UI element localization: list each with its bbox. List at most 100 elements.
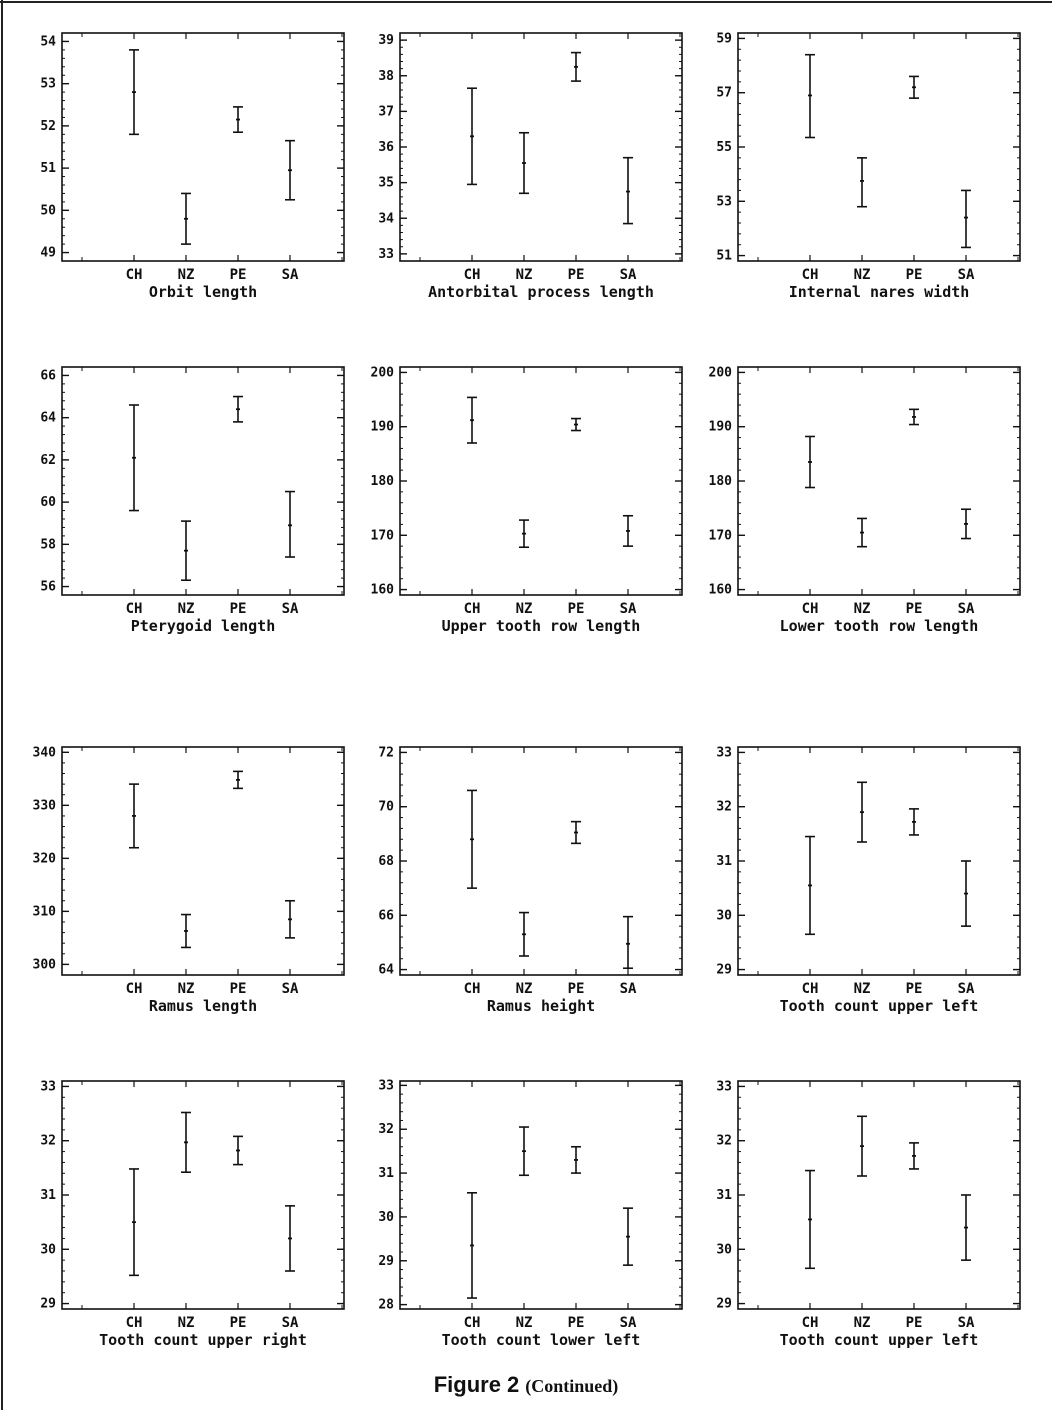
x-category-label: CH bbox=[802, 981, 819, 997]
x-category-label: CH bbox=[464, 981, 481, 997]
y-tick-label: 32 bbox=[40, 1134, 56, 1149]
y-tick-label: 56 bbox=[40, 580, 56, 595]
x-category-label: CH bbox=[802, 267, 819, 283]
x-category-label: SA bbox=[282, 601, 299, 617]
y-tick-label: 32 bbox=[716, 1134, 732, 1149]
y-tick-label: 180 bbox=[371, 474, 395, 489]
x-axis-label: Orbit length bbox=[149, 283, 257, 301]
x-category-label: PE bbox=[230, 1315, 247, 1331]
x-category-label: PE bbox=[230, 601, 247, 617]
x-category-label: SA bbox=[958, 981, 975, 997]
plot-frame bbox=[61, 32, 345, 262]
x-category-label: PE bbox=[230, 981, 247, 997]
x-category-label: PE bbox=[568, 1315, 585, 1331]
y-tick-label: 31 bbox=[40, 1188, 56, 1203]
x-category-label: NZ bbox=[854, 267, 871, 283]
y-tick-label: 66 bbox=[40, 368, 56, 383]
y-tick-label: 59 bbox=[716, 31, 732, 46]
x-category-label: NZ bbox=[854, 601, 871, 617]
x-axis-label: Lower tooth row length bbox=[780, 617, 979, 635]
x-axis-label: Upper tooth row length bbox=[442, 617, 641, 635]
x-axis-label: Tooth count upper right bbox=[99, 1331, 307, 1349]
x-category-label: PE bbox=[568, 267, 585, 283]
y-tick-label: 33 bbox=[40, 1079, 56, 1094]
y-tick-label: 31 bbox=[716, 854, 732, 869]
plot-frame bbox=[737, 1080, 1021, 1310]
y-tick-label: 50 bbox=[40, 203, 56, 218]
x-category-label: NZ bbox=[178, 267, 195, 283]
x-category-label: PE bbox=[906, 601, 923, 617]
y-tick-label: 58 bbox=[40, 537, 56, 552]
x-category-label: PE bbox=[568, 601, 585, 617]
y-tick-label: 200 bbox=[709, 365, 733, 380]
y-tick-label: 35 bbox=[378, 176, 394, 191]
y-tick-label: 49 bbox=[40, 246, 56, 261]
y-tick-label: 170 bbox=[371, 528, 395, 543]
y-tick-label: 57 bbox=[716, 86, 732, 101]
y-tick-label: 68 bbox=[378, 854, 394, 869]
y-tick-label: 33 bbox=[716, 745, 732, 760]
x-category-label: SA bbox=[958, 267, 975, 283]
x-category-label: CH bbox=[126, 267, 143, 283]
x-category-label: CH bbox=[126, 981, 143, 997]
y-tick-label: 37 bbox=[378, 104, 394, 119]
y-tick-label: 33 bbox=[716, 1079, 732, 1094]
y-tick-label: 32 bbox=[378, 1122, 394, 1137]
figure-caption: Figure 2 (Continued) bbox=[0, 1372, 1052, 1398]
y-tick-label: 320 bbox=[33, 851, 57, 866]
y-tick-label: 32 bbox=[716, 800, 732, 815]
x-category-label: NZ bbox=[854, 1315, 871, 1331]
x-category-label: NZ bbox=[178, 601, 195, 617]
plot-frame bbox=[399, 32, 683, 262]
y-tick-label: 300 bbox=[33, 957, 57, 972]
plot-frame bbox=[737, 746, 1021, 976]
y-tick-label: 180 bbox=[709, 474, 733, 489]
y-tick-label: 38 bbox=[378, 69, 394, 84]
y-tick-label: 28 bbox=[378, 1298, 394, 1313]
x-category-label: SA bbox=[282, 267, 299, 283]
y-tick-label: 31 bbox=[716, 1188, 732, 1203]
x-category-label: PE bbox=[906, 267, 923, 283]
chart-panel-4: 56 58 60 62 64 66 CH NZ PE SA Pterygoid length bbox=[40, 366, 345, 635]
x-category-label: SA bbox=[620, 267, 637, 283]
y-tick-label: 200 bbox=[371, 365, 395, 380]
y-tick-label: 33 bbox=[378, 247, 394, 262]
y-tick-label: 160 bbox=[371, 583, 395, 598]
caption-suffix: (Continued) bbox=[525, 1376, 619, 1396]
x-category-label: SA bbox=[958, 1315, 975, 1331]
x-axis-label: Antorbital process length bbox=[428, 283, 654, 301]
x-axis-label: Ramus height bbox=[487, 997, 595, 1015]
y-tick-label: 170 bbox=[709, 528, 733, 543]
y-tick-label: 330 bbox=[33, 798, 57, 813]
x-axis-label: Tooth count lower left bbox=[442, 1331, 641, 1349]
x-category-label: NZ bbox=[178, 981, 195, 997]
y-tick-label: 30 bbox=[716, 908, 732, 923]
y-tick-label: 60 bbox=[40, 495, 56, 510]
y-tick-label: 62 bbox=[40, 453, 56, 468]
y-tick-label: 53 bbox=[716, 194, 732, 209]
x-category-label: CH bbox=[464, 267, 481, 283]
y-tick-label: 64 bbox=[378, 963, 394, 978]
y-tick-label: 51 bbox=[716, 249, 732, 264]
y-tick-label: 310 bbox=[33, 904, 57, 919]
x-category-label: NZ bbox=[516, 1315, 533, 1331]
y-tick-label: 51 bbox=[40, 161, 56, 176]
y-tick-label: 29 bbox=[40, 1297, 56, 1312]
plot-frame bbox=[399, 1080, 683, 1310]
x-category-label: NZ bbox=[854, 981, 871, 997]
x-category-label: SA bbox=[620, 1315, 637, 1331]
y-tick-label: 160 bbox=[709, 583, 733, 598]
y-tick-label: 55 bbox=[716, 140, 732, 155]
caption-title: Figure 2 bbox=[433, 1372, 520, 1397]
y-tick-label: 52 bbox=[40, 119, 56, 134]
plot-frame bbox=[737, 32, 1021, 262]
x-category-label: NZ bbox=[516, 601, 533, 617]
y-tick-label: 36 bbox=[378, 140, 394, 155]
